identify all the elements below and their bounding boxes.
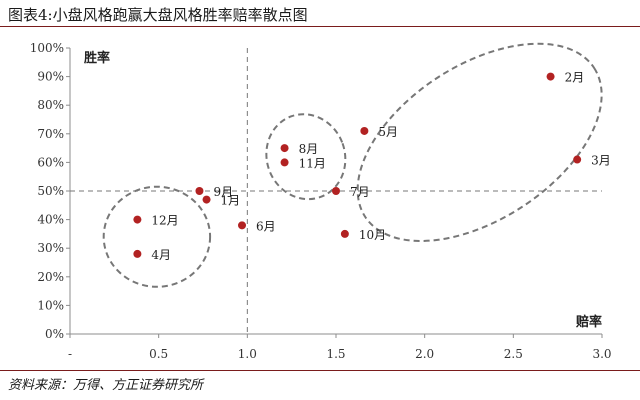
data-point-label: 7月: [350, 185, 370, 199]
data-point-label: 6月: [256, 219, 276, 233]
x-axis-title: 赔率: [575, 314, 602, 330]
data-point: [195, 187, 204, 195]
y-tick-label: 0%: [45, 327, 64, 341]
data-point-label: 4月: [151, 248, 171, 262]
data-point: [133, 249, 142, 258]
x-tick-label: 3.0: [592, 347, 611, 361]
data-point: [280, 144, 289, 153]
y-tick-label: 80%: [37, 98, 64, 112]
y-tick-label: 70%: [37, 127, 64, 141]
data-point-label: 1月: [221, 194, 241, 208]
y-tick-label: 40%: [37, 213, 64, 227]
y-axis-title: 胜率: [84, 50, 110, 66]
data-point: [360, 126, 369, 135]
y-tick-label: 50%: [37, 184, 64, 198]
source-rule: [0, 370, 640, 371]
data-point-label: 11月: [299, 156, 326, 170]
data-point: [280, 158, 289, 167]
y-tick-label: 60%: [37, 155, 64, 169]
data-point-label: 8月: [299, 142, 319, 156]
source-note: 资料来源：万得、方正证券研究所: [8, 378, 204, 393]
title-rule: [0, 26, 640, 27]
y-tick-label: 20%: [37, 270, 64, 284]
data-point-label: 9月: [213, 185, 233, 199]
data-point: [546, 72, 555, 81]
data-point: [202, 195, 211, 204]
data-point-label: 5月: [378, 125, 398, 139]
scatter-chart: 0% 10% 20% 30% 40% 50% 60% 70% 80% 90% 100% - 0.5 1.0…: [30, 41, 612, 361]
cluster-ellipse: [356, 42, 603, 242]
data-point-label: 2月: [565, 71, 585, 85]
data-point: [340, 229, 349, 238]
x-tick-label: 0.5: [149, 347, 168, 361]
data-point: [133, 215, 142, 224]
x-tick-label: 1.0: [238, 347, 257, 361]
x-tick-label: 2.0: [415, 347, 434, 361]
data-point-label: 12月: [151, 214, 178, 228]
y-tick-label: 10%: [37, 298, 64, 312]
y-tick-label: 100%: [30, 41, 64, 55]
x-tick-label: 1.5: [326, 347, 345, 361]
figure-title: 图表4:小盘风格跑赢大盘风格胜率赔率散点图: [8, 6, 308, 24]
data-point: [332, 187, 340, 195]
x-tick-label: -: [68, 347, 72, 361]
data-point: [238, 221, 247, 230]
y-tick-label: 90%: [37, 70, 64, 84]
x-tick-label: 2.5: [504, 347, 523, 361]
y-tick-label: 30%: [37, 241, 64, 255]
data-point-label: 10月: [359, 228, 386, 242]
cluster-ellipse: [265, 113, 347, 201]
data-point: [573, 155, 582, 164]
data-point-label: 3月: [591, 154, 611, 168]
cluster-ellipse: [102, 185, 212, 288]
